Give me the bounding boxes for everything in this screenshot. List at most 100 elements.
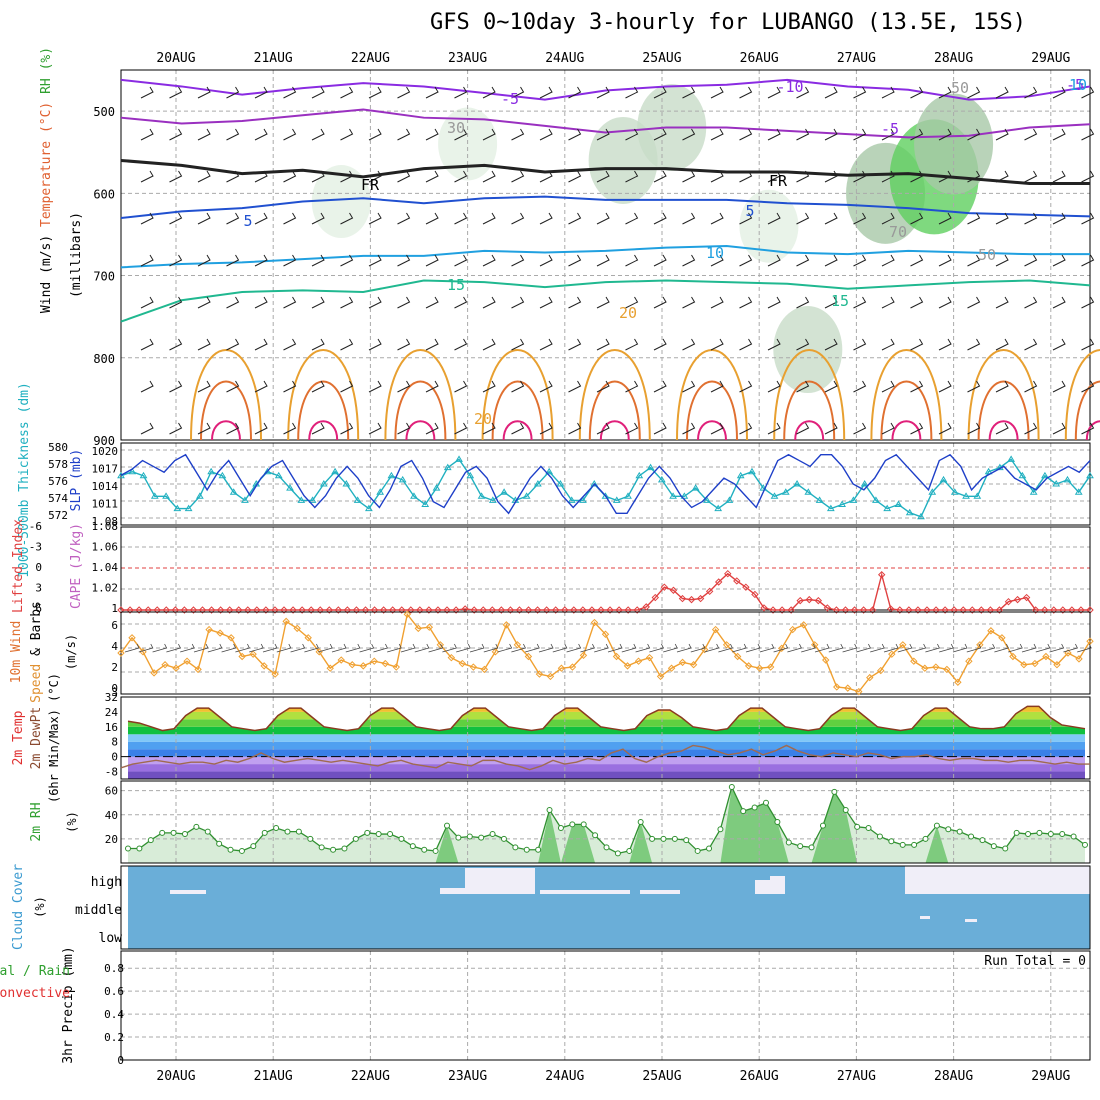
wind-barb [967,338,981,351]
rh-point [865,825,872,832]
wind-speed-point [392,663,400,671]
wind-barb [910,296,924,309]
thickness-point [162,492,170,499]
thickness-point [443,463,452,471]
wind-ylabel-2: Speed & Barbs [29,601,44,703]
surface-barb [801,643,816,653]
wind-barb [425,296,439,309]
wind-barb [454,212,468,225]
wind-barb [283,128,297,141]
cape-point [425,606,433,614]
thickness-point [1007,455,1016,462]
thickness-point [1086,471,1094,479]
wind-barb [938,128,952,141]
cape-point [905,606,913,614]
rh-point [911,841,918,848]
cape-point [1031,606,1040,614]
wind-speed-point [183,657,191,665]
precip-ytick: 0 [117,1054,124,1067]
warm-isotherm [880,380,933,441]
temp-band [128,764,1085,772]
surface-barb [166,643,181,653]
surface-barb [525,643,540,653]
thick-ytick: 574 [48,492,68,505]
wind-barb [283,380,297,393]
cape-point [225,606,234,614]
wind-barb [853,338,867,351]
temp-band [128,749,1085,757]
wind-barb [368,380,382,393]
wind-barb [682,170,696,183]
wind-barb [853,422,867,435]
wind-barb [596,254,610,267]
wind-barb [938,86,952,99]
wind-barb [767,170,781,183]
bottom-day-label: 20AUG [156,1069,195,1084]
surface-barb [911,643,927,653]
cape-point [488,606,497,614]
warm-isotherm [308,420,339,441]
top-day-label: 28AUG [934,51,973,66]
surface-barb [304,643,319,653]
temp-band [128,741,1085,750]
rh-point [523,846,530,853]
wind-speed-point [469,663,478,671]
rh-point [819,822,826,829]
wind-barb [226,296,240,309]
temp-ytick: -8 [105,766,118,779]
top-day-label: 24AUG [545,51,584,66]
thickness-point [748,467,756,475]
wind-speed-point [943,665,951,674]
wind-barb [568,86,582,99]
rh-point [706,845,713,852]
temp-ytick: 8 [111,736,118,749]
surface-barb [262,643,278,653]
wind-barb [539,254,553,267]
warm-isotherm [967,349,1040,441]
isotherm-5 [120,195,1091,219]
thickness-point [477,492,486,499]
rh-point [922,835,929,842]
thickness-point [184,504,193,512]
wind-barb [340,422,354,435]
cloud-middle [920,916,930,919]
thickness-point [1018,471,1027,479]
rh-point [899,841,906,848]
wind-barb [938,254,952,267]
wind-barb [1052,338,1066,351]
rh-ytick: 40 [105,809,118,822]
rh-point [364,829,371,836]
rh-point [1036,829,1043,836]
wind-barb [767,128,781,141]
thickness-point [263,467,272,475]
wind-barb [140,128,154,141]
thickness-point [117,471,125,479]
cape-point [361,606,370,614]
xsec-ylabel-units: (millibars) [69,212,84,298]
wind-barb [682,212,696,225]
warm-isotherm [1085,420,1100,441]
wind-barb [1052,128,1066,141]
slp-ytick: 1014 [92,480,119,493]
cape-ytick: 1 [111,602,118,615]
cape-point [407,606,415,614]
wind-barb [682,254,696,267]
rh-point [421,846,428,853]
cloud-level-label: low [99,931,123,946]
rh-area-dark [128,787,1085,863]
wind-barb [682,380,696,393]
thickness-point [545,467,554,475]
rh-point [455,834,462,841]
rh-point [273,825,280,832]
wind-barb [254,128,268,141]
wind-barb [340,86,354,99]
rh-point [660,835,667,842]
isotherm-FR [120,158,1090,185]
wind-barb [482,86,496,99]
thickness-point [128,467,137,475]
cape-point [379,606,388,614]
li-ytick: 3 [35,582,42,595]
wind-barb [340,296,354,309]
thickness-point [691,484,700,491]
bottom-day-label: 28AUG [934,1069,973,1084]
